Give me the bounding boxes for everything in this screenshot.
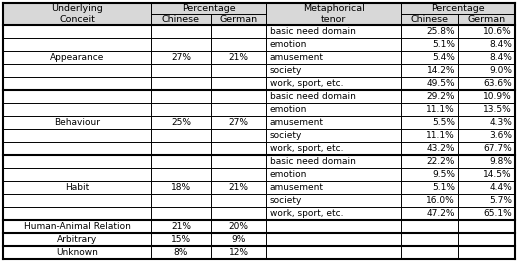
Text: 29.2%: 29.2%	[426, 92, 455, 101]
Text: 4.4%: 4.4%	[489, 183, 512, 192]
Text: Metaphorical
tenor: Metaphorical tenor	[303, 4, 364, 24]
Text: 65.1%: 65.1%	[483, 209, 512, 218]
Text: 67.7%: 67.7%	[483, 144, 512, 153]
Text: 9.5%: 9.5%	[432, 170, 455, 179]
Text: Unknown: Unknown	[56, 248, 98, 257]
Text: 10.9%: 10.9%	[483, 92, 512, 101]
Text: Chinese: Chinese	[162, 15, 200, 24]
Text: Chinese: Chinese	[410, 15, 449, 24]
Text: 4.3%: 4.3%	[489, 118, 512, 127]
Text: amusement: amusement	[270, 118, 324, 127]
Text: work, sport, etc.: work, sport, etc.	[270, 79, 343, 88]
Text: 16.0%: 16.0%	[426, 196, 455, 205]
Text: 14.5%: 14.5%	[483, 170, 512, 179]
Text: emotion: emotion	[270, 170, 307, 179]
Text: 9.8%: 9.8%	[489, 157, 512, 166]
Text: work, sport, etc.: work, sport, etc.	[270, 144, 343, 153]
Text: 3.6%: 3.6%	[489, 131, 512, 140]
Text: 27%: 27%	[228, 118, 249, 127]
Text: Percentage: Percentage	[182, 4, 235, 13]
Text: 15%: 15%	[171, 235, 191, 244]
Text: 10.6%: 10.6%	[483, 27, 512, 36]
Text: 11.1%: 11.1%	[426, 105, 455, 114]
Text: 5.5%: 5.5%	[432, 118, 455, 127]
Text: basic need domain: basic need domain	[270, 92, 356, 101]
Text: Percentage: Percentage	[431, 4, 485, 13]
Bar	[3, 3, 515, 25]
Text: 8.4%: 8.4%	[489, 53, 512, 62]
Text: Appearance: Appearance	[50, 53, 104, 62]
Text: society: society	[270, 131, 303, 140]
Text: 12%: 12%	[228, 248, 249, 257]
Text: Human-Animal Relation: Human-Animal Relation	[23, 222, 131, 231]
Text: 43.2%: 43.2%	[426, 144, 455, 153]
Text: 49.5%: 49.5%	[426, 79, 455, 88]
Text: 5.7%: 5.7%	[489, 196, 512, 205]
Text: Behaviour: Behaviour	[54, 118, 100, 127]
Text: society: society	[270, 66, 303, 75]
Text: 5.1%: 5.1%	[432, 40, 455, 49]
Text: basic need domain: basic need domain	[270, 157, 356, 166]
Text: 47.2%: 47.2%	[426, 209, 455, 218]
Text: emotion: emotion	[270, 105, 307, 114]
Text: 8.4%: 8.4%	[489, 40, 512, 49]
Text: 20%: 20%	[228, 222, 249, 231]
Text: 11.1%: 11.1%	[426, 131, 455, 140]
Text: amusement: amusement	[270, 183, 324, 192]
Text: society: society	[270, 196, 303, 205]
Text: emotion: emotion	[270, 40, 307, 49]
Text: 27%: 27%	[171, 53, 191, 62]
Text: 18%: 18%	[171, 183, 191, 192]
Text: Habit: Habit	[65, 183, 89, 192]
Text: amusement: amusement	[270, 53, 324, 62]
Text: German: German	[220, 15, 257, 24]
Text: 9.0%: 9.0%	[489, 66, 512, 75]
Text: German: German	[467, 15, 506, 24]
Text: 25%: 25%	[171, 118, 191, 127]
Text: 22.2%: 22.2%	[427, 157, 455, 166]
Text: 5.1%: 5.1%	[432, 183, 455, 192]
Text: 5.4%: 5.4%	[432, 53, 455, 62]
Text: 63.6%: 63.6%	[483, 79, 512, 88]
Text: Underlying
Conceit: Underlying Conceit	[51, 4, 103, 24]
Text: 14.2%: 14.2%	[426, 66, 455, 75]
Text: 9%: 9%	[232, 235, 246, 244]
Text: 21%: 21%	[228, 53, 249, 62]
Text: 21%: 21%	[171, 222, 191, 231]
Text: 21%: 21%	[228, 183, 249, 192]
Text: Arbitrary: Arbitrary	[57, 235, 97, 244]
Text: work, sport, etc.: work, sport, etc.	[270, 209, 343, 218]
Text: 25.8%: 25.8%	[426, 27, 455, 36]
Text: 8%: 8%	[174, 248, 188, 257]
Text: 13.5%: 13.5%	[483, 105, 512, 114]
Text: basic need domain: basic need domain	[270, 27, 356, 36]
